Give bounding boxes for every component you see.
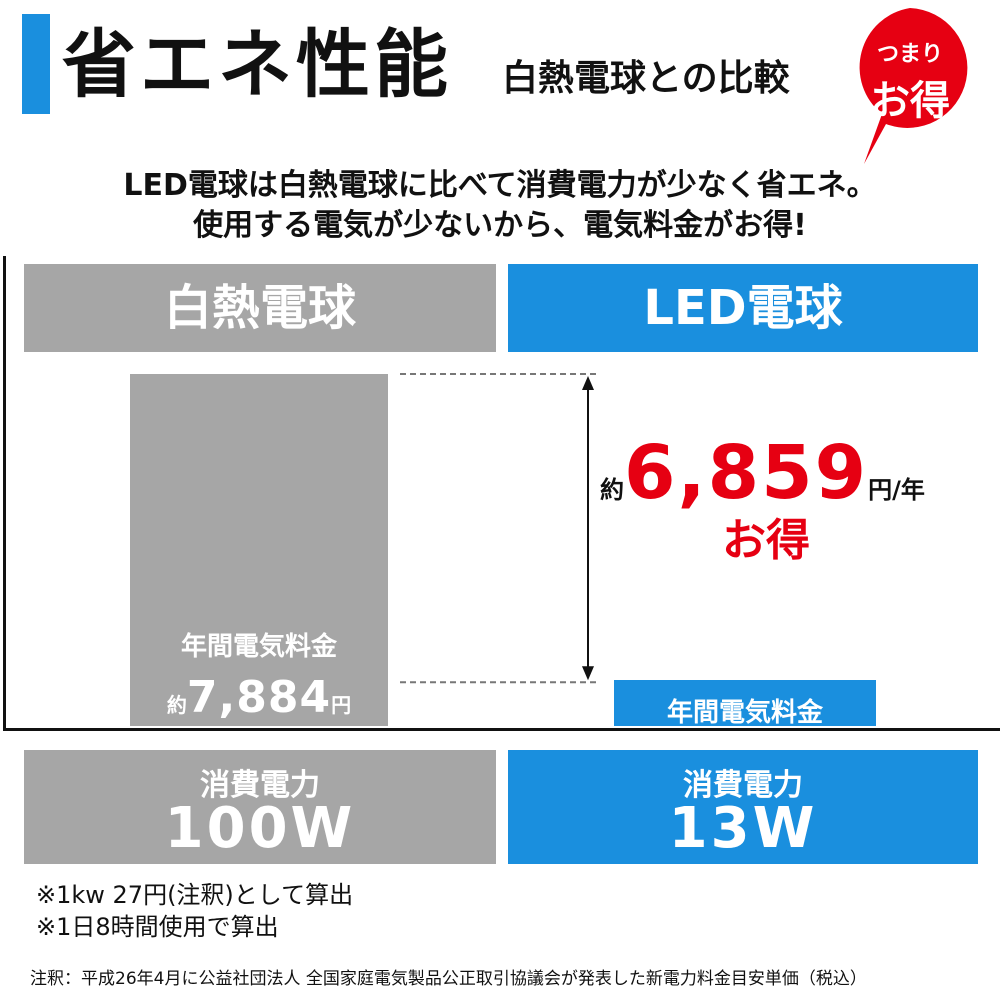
bar-label-incandescent: 年間電気料金	[180, 632, 337, 662]
bar-led: 年間電気料金 約1,025円	[614, 680, 876, 787]
savings-label: お得	[722, 515, 810, 566]
title-accent-bar	[22, 14, 50, 114]
bar-value-incandescent: 約7,884円	[130, 672, 388, 723]
arrow-head-down-icon	[582, 666, 594, 681]
value-number: 7,884	[186, 672, 332, 723]
power-label: 消費電力	[200, 768, 320, 803]
bar-incandescent: 年間電気料金 約7,884円	[130, 374, 388, 726]
power-value: 100W	[164, 796, 356, 861]
category-header-led: LED電球	[508, 264, 978, 352]
bubble-headline: お得	[870, 78, 950, 124]
intro-line-1: LED電球は白熱電球に比べて消費電力が少なく省エネ。	[123, 168, 877, 203]
power-box-incandescent: 消費電力 100W	[24, 750, 496, 864]
arrow-head-up-icon	[582, 376, 594, 390]
power-label: 消費電力	[683, 768, 803, 803]
category-header-incandescent: 白熱電球	[24, 264, 496, 352]
chart-axis-x	[3, 728, 1000, 731]
intro-line-2: 使用する電気が少ないから、電気料金がお得!	[193, 208, 807, 243]
footnote: 注釈：平成26年4月に公益社団法人 全国家庭電気製品公正取引協議会が発表した新電…	[30, 969, 867, 989]
savings-suffix: 円/年	[868, 476, 925, 504]
savings-prefix: 約	[600, 476, 624, 504]
value-prefix: 約	[166, 693, 187, 717]
bubble-caption: つまり	[876, 42, 943, 67]
note-rate: ※1kw 27円(注釈)として算出	[36, 881, 354, 909]
bar-label-led: 年間電気料金	[666, 698, 823, 729]
power-value: 13W	[668, 796, 818, 861]
power-box-led: 消費電力 13W	[508, 750, 978, 864]
speech-bubble-icon	[859, 8, 968, 164]
value-suffix: 円	[331, 693, 352, 717]
savings-amount: 約6,859円/年	[600, 430, 1000, 516]
page-subtitle: 白熱電球との比較	[502, 58, 790, 99]
page-title: 省エネ性能	[62, 22, 452, 108]
chart-axis-y	[3, 256, 6, 730]
note-usage: ※1日8時間使用で算出	[36, 913, 279, 941]
savings-number: 6,859	[624, 430, 869, 516]
